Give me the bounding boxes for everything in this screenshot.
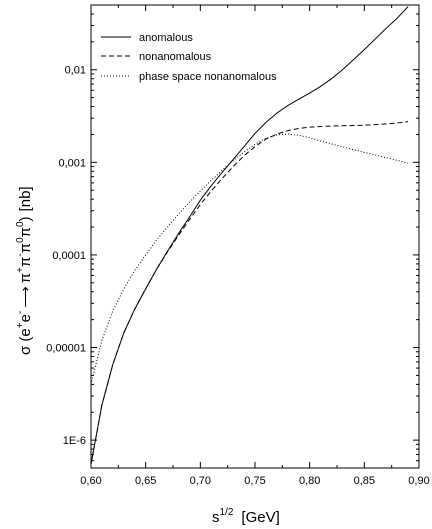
x-axis-title-base: s [212, 509, 220, 526]
axis-tick-labels: 0,60 0,65 0,70 0,75 0,80 0,85 0,90 1E-6 0,00001 0… [46, 65, 429, 487]
x-tick-label: 0,70 [190, 475, 211, 487]
y-axis-title-sigma: σ (e [17, 328, 34, 355]
legend-label-anomalous: anomalous [139, 32, 193, 44]
y-axis-title-minus: - [15, 311, 26, 314]
y-axis-title-plus: + [15, 322, 26, 328]
y-axis-title: σ (e+e-⟶π+π-π0π0)[nb] [15, 186, 34, 355]
y-axis-title-close: ) [17, 216, 34, 221]
y-axis-title-pi2-sup: - [15, 253, 26, 256]
y-axis-title-pi4: π [17, 227, 34, 237]
series-layer [90, 6, 409, 465]
x-tick-label: 0,65 [135, 475, 156, 487]
x-tick-label: 0,90 [408, 475, 429, 487]
legend-label-phase-space: phase space nonanomalous [139, 71, 277, 83]
y-tick-label: 0,00001 [46, 343, 86, 355]
y-axis-title-pi1: π [17, 273, 34, 283]
series-line-nonanomalous [90, 121, 409, 465]
x-axis-title: s1/2 [GeV] [212, 507, 280, 526]
x-axis-title-unit: [GeV] [241, 509, 279, 526]
y-axis-title-pi3-sup: 0 [15, 237, 26, 243]
y-axis-title-arrow: ⟶ [17, 286, 34, 308]
y-tick-label: 1E-6 [63, 435, 86, 447]
series-line-phase-space-nonanomalous [90, 133, 409, 385]
legend-label-nonanomalous: nonanomalous [139, 51, 212, 63]
axis-ticks [90, 5, 420, 468]
y-axis-title-pi4-sup: 0 [15, 221, 26, 227]
y-axis-title-e: e [17, 314, 34, 322]
x-tick-label: 0,80 [299, 475, 320, 487]
y-axis-title-unit: [nb] [17, 186, 34, 211]
y-tick-label: 0,001 [58, 157, 86, 169]
y-tick-label: 0,01 [65, 65, 86, 77]
x-tick-label: 0,75 [244, 475, 265, 487]
y-axis-title-pi3: π [17, 243, 34, 253]
y-axis-title-pi2: π [17, 257, 34, 267]
y-tick-label: 0,0001 [52, 250, 86, 262]
x-axis-title-exp: 1/2 [220, 507, 234, 518]
x-tick-label: 0,85 [354, 475, 375, 487]
x-tick-label: 0,60 [80, 475, 101, 487]
y-axis-title-pi1-sup: + [15, 267, 26, 273]
legend: anomalous nonanomalous phase space nonan… [101, 32, 277, 83]
